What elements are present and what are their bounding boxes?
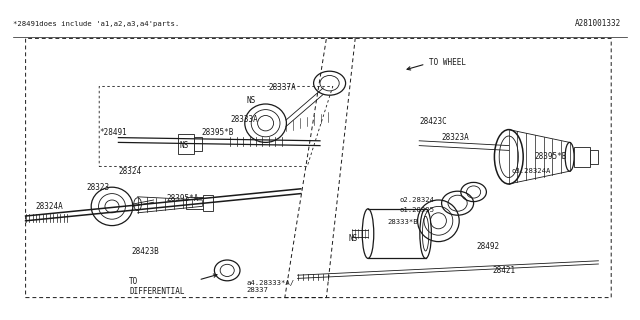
Text: 28324A: 28324A bbox=[35, 202, 63, 211]
Text: TO WHEEL: TO WHEEL bbox=[429, 58, 466, 67]
Text: TO
DIFFERENTIAL: TO DIFFERENTIAL bbox=[129, 277, 184, 296]
Text: 28333A: 28333A bbox=[230, 116, 258, 124]
Text: 28323: 28323 bbox=[86, 183, 109, 192]
Bar bbox=[178, 134, 193, 154]
Text: 28323A: 28323A bbox=[442, 133, 469, 142]
Text: 28423B: 28423B bbox=[131, 247, 159, 256]
Text: 28337A: 28337A bbox=[269, 84, 296, 92]
Text: 28421: 28421 bbox=[493, 266, 516, 275]
Text: 28324: 28324 bbox=[118, 167, 141, 176]
Text: A281001332: A281001332 bbox=[575, 20, 621, 28]
Text: o2.28324: o2.28324 bbox=[400, 197, 435, 203]
Bar bbox=[186, 197, 204, 209]
Text: 28423C: 28423C bbox=[419, 117, 447, 126]
Bar bbox=[203, 195, 213, 211]
Text: a4.28333*A/
28337: a4.28333*A/ 28337 bbox=[246, 280, 294, 293]
Text: 28395*A: 28395*A bbox=[166, 194, 199, 203]
Bar bbox=[575, 147, 590, 167]
Text: 28492: 28492 bbox=[477, 242, 500, 251]
Text: NS: NS bbox=[349, 234, 358, 243]
Bar bbox=[193, 137, 202, 151]
Text: NS: NS bbox=[246, 96, 255, 105]
Text: 28333*B: 28333*B bbox=[387, 220, 418, 225]
Text: *28491: *28491 bbox=[99, 128, 127, 137]
Text: o3.28324A: o3.28324A bbox=[512, 168, 552, 174]
Text: 28395*B: 28395*B bbox=[534, 152, 567, 161]
Text: *28491does include 'a1,a2,a3,a4'parts.: *28491does include 'a1,a2,a3,a4'parts. bbox=[13, 21, 179, 27]
Bar bbox=[590, 150, 598, 164]
Text: NS: NS bbox=[179, 141, 188, 150]
Text: 28395*B: 28395*B bbox=[202, 128, 234, 137]
Text: o1.28335: o1.28335 bbox=[400, 207, 435, 212]
